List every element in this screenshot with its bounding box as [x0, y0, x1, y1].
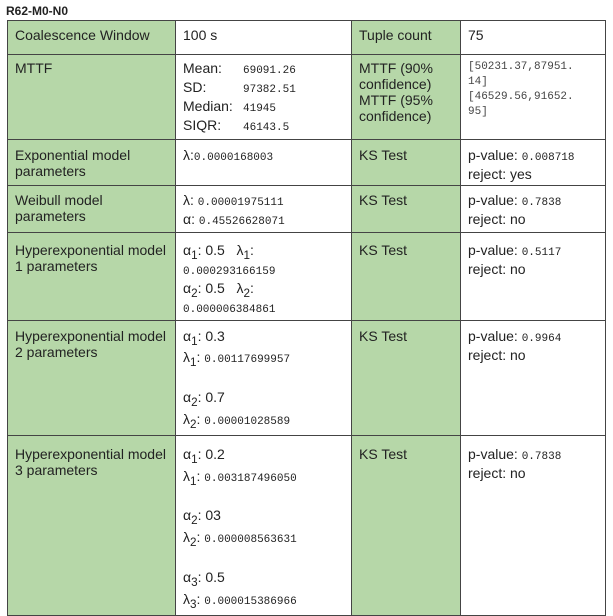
table-row: Coalescence Window 100 s Tuple count 75	[7, 20, 606, 55]
sd-value: 97382.51	[243, 84, 296, 96]
ci95-value-2: 95]	[468, 106, 488, 118]
alpha2-value: 0.7	[205, 389, 225, 406]
table-row: Hyperexponential model 2 parameters α1: …	[7, 319, 606, 436]
ks-test-label: KS Test	[351, 232, 461, 321]
reject-result: reject: no	[468, 346, 526, 363]
hyperexp3-label: Hyperexponential model 3 parameters	[7, 434, 176, 616]
table-row: Weibull model parameters λ: 0.0000197511…	[7, 185, 606, 233]
hyperexp3-params: α1: 0.2 λ1: 0.003187496050 α2: 03 λ2: 0.…	[175, 434, 352, 616]
mttf-label: MTTF	[7, 54, 176, 140]
table-row: Hyperexponential model 3 parameters α1: …	[7, 434, 606, 616]
hyperexp2-label: Hyperexponential model 2 parameters	[7, 319, 176, 436]
alpha1-value: 0.2	[205, 445, 225, 462]
p-value-label: p-value:	[468, 147, 518, 163]
hyperexp1-params: α1: 0.5 λ1: 0.000293166159 α2: 0.5 λ2: 0…	[175, 232, 352, 321]
reject-result: reject: no	[468, 261, 526, 277]
lambda2-value: 0.000008563631	[204, 534, 297, 547]
table-row: MTTF Mean: 69091.26 SD: 97382.51 Median: 41…	[7, 54, 606, 140]
alpha2-value: 0.5	[205, 279, 225, 296]
results-table: Coalescence Window 100 s Tuple count 75 …	[7, 20, 606, 616]
ks-result: p-value: 0.5117 reject: no	[460, 232, 606, 321]
mean-value: 69091.26	[243, 65, 296, 77]
lambda3-value: 0.000015386966	[204, 595, 297, 608]
ks-test-label: KS Test	[351, 434, 461, 616]
ci95-value-1: [46529.56,91652.	[468, 91, 574, 103]
p-value: 0.008718	[521, 152, 575, 164]
p-value-label: p-value:	[468, 445, 518, 462]
reject-result: reject: no	[468, 211, 526, 227]
mttf-confidence-labels: MTTF (90% confidence) MTTF (95% confiden…	[351, 54, 461, 140]
p-value: 0.5117	[521, 247, 562, 259]
alpha-label: α:	[183, 211, 195, 227]
hyperexp1-label: Hyperexponential model 1 parameters	[7, 232, 176, 321]
tuple-count-label: Tuple count	[351, 20, 461, 55]
table-row: Exponential model parameters λ:0.0000168…	[7, 139, 606, 186]
page-title: R62-M0-N0	[6, 4, 69, 18]
lambda-value: 0.00001975111	[197, 197, 284, 209]
alpha2-value: 03	[205, 507, 221, 524]
lambda-label: λ:	[183, 147, 194, 163]
weibull-params: λ: 0.00001975111 α: 0.45526628071	[175, 185, 352, 233]
median-value: 41945	[243, 103, 277, 115]
lambda1-value: 0.003187496050	[204, 472, 297, 485]
p-value-label: p-value:	[468, 327, 518, 344]
sd-label: SD:	[183, 79, 207, 95]
siqr-value: 46143.5	[243, 122, 290, 134]
tuple-count-value: 75	[460, 20, 606, 55]
alpha1-value: 0.5	[205, 242, 225, 258]
alpha-value: 0.45526628071	[198, 216, 285, 228]
p-value-label: p-value:	[468, 242, 518, 258]
mttf-stats: Mean: 69091.26 SD: 97382.51 Median: 41945 S…	[175, 54, 352, 140]
lambda1-value: 0.000293166159	[183, 265, 276, 278]
lambda2-value: 0.00001028589	[204, 415, 291, 428]
ci95-label: MTTF (95% confidence)	[359, 92, 433, 124]
coalescence-value: 100 s	[175, 20, 352, 55]
ks-result: p-value: 0.7838 reject: no	[460, 185, 606, 233]
ks-test-label: KS Test	[351, 185, 461, 233]
mttf-confidence-values: [50231.37,87951. 14] [46529.56,91652. 95…	[460, 54, 606, 140]
ks-result: p-value: 0.008718 reject: yes	[460, 139, 606, 186]
lambda-value: 0.0000168003	[193, 152, 274, 164]
alpha1-value: 0.3	[205, 327, 225, 344]
ks-test-label: KS Test	[351, 319, 461, 436]
p-value: 0.9964	[521, 332, 562, 345]
ks-test-label: KS Test	[351, 139, 461, 186]
p-value: 0.7838	[521, 450, 562, 463]
table-row: Hyperexponential model 1 parameters α1: …	[7, 232, 606, 321]
lambda-label: λ:	[183, 192, 194, 208]
reject-result: reject: yes	[468, 166, 532, 182]
lambda1-value: 0.00117699957	[204, 354, 291, 367]
ks-result: p-value: 0.9964 reject: no	[460, 319, 606, 436]
p-value: 0.7838	[521, 197, 562, 209]
mean-label: Mean:	[183, 60, 222, 76]
hyperexp2-params: α1: 0.3 λ1: 0.00117699957 α2: 0.7 λ2: 0.…	[175, 319, 352, 436]
reject-result: reject: no	[468, 464, 526, 481]
exponential-params: λ:0.0000168003	[175, 139, 352, 186]
alpha3-value: 0.5	[205, 568, 225, 585]
p-value-label: p-value:	[468, 192, 518, 208]
ci90-label: MTTF (90% confidence)	[359, 60, 433, 92]
ks-result: p-value: 0.7838 reject: no	[460, 434, 606, 616]
weibull-label: Weibull model parameters	[7, 185, 176, 233]
ci90-value-1: [50231.37,87951.	[468, 61, 574, 73]
exponential-label: Exponential model parameters	[7, 139, 176, 186]
ci90-value-2: 14]	[468, 76, 488, 88]
lambda2-value: 0.000006384861	[183, 303, 276, 316]
median-label: Median:	[183, 98, 233, 114]
coalescence-label: Coalescence Window	[7, 20, 176, 55]
siqr-label: SIQR:	[183, 117, 222, 133]
